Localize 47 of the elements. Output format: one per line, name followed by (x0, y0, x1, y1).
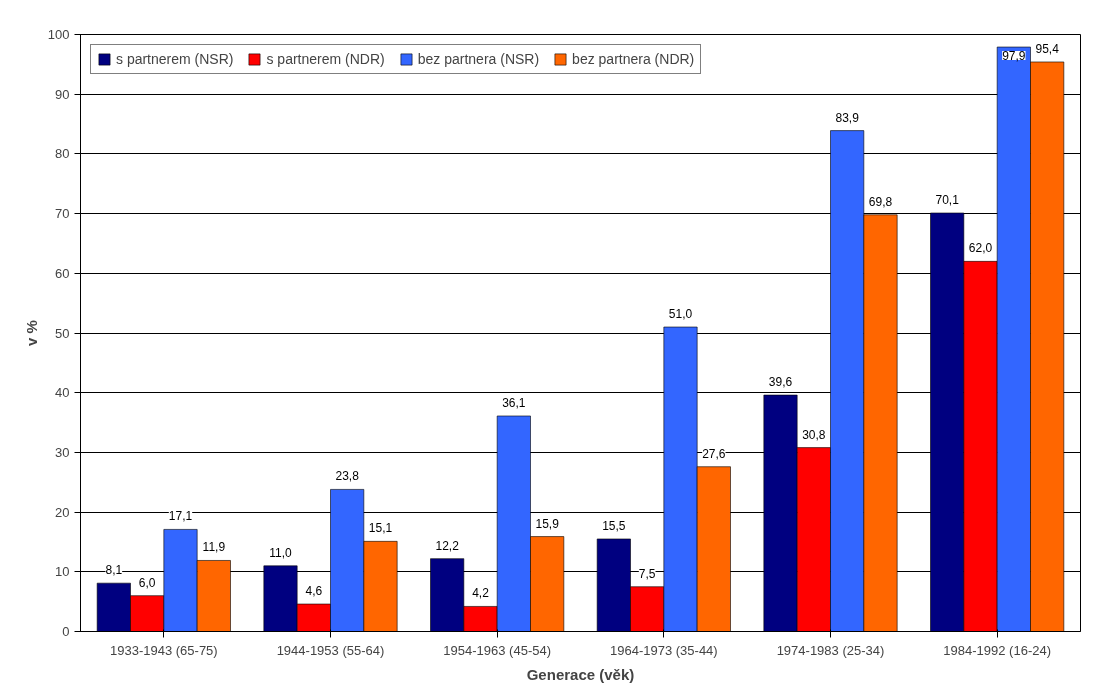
data-label: 17,1 (168, 509, 193, 524)
data-label: 23,8 (335, 469, 360, 484)
y-tick-label: 90 (55, 86, 70, 102)
data-label: 11,9 (202, 540, 226, 555)
data-label: 69,8 (868, 194, 893, 209)
y-tick-label: 70 (55, 206, 70, 222)
data-label: 27,6 (702, 446, 726, 461)
legend-label: s partnerem (NSR) (116, 51, 234, 67)
legend-label: s partnerem (NDR) (266, 51, 385, 67)
y-tick-label: 50 (55, 325, 70, 341)
x-axis-title: Generace (věk) (526, 665, 635, 683)
legend-label: bez partnera (NSR) (417, 51, 540, 67)
y-axis-title: v % (22, 320, 40, 346)
legend-label: bez partnera (NDR) (572, 51, 695, 67)
x-tick-label: 1984-1992 (16-24) (943, 642, 1052, 658)
x-tick-label: 1933-1943 (65-75) (109, 642, 218, 658)
data-label: 83,9 (835, 110, 860, 125)
x-tick-label: 1964-1973 (35-44) (609, 642, 718, 658)
data-label: 30,8 (802, 427, 826, 442)
y-tick-label: 100 (47, 27, 70, 42)
x-tick-label: 1944-1953 (55-64) (276, 642, 385, 658)
data-label: 15,5 (602, 518, 626, 533)
y-tick-label: 80 (55, 146, 70, 162)
data-label: 97,9 (1002, 49, 1026, 64)
x-tick-label: 1954-1963 (45-54) (443, 642, 552, 658)
data-label: 36,1 (502, 395, 526, 410)
data-label: 4,2 (472, 586, 490, 601)
data-label: 51,0 (668, 307, 693, 322)
y-tick-label: 0 (62, 624, 70, 639)
y-tick-label: 40 (55, 385, 70, 401)
data-label: 8,1 (105, 563, 123, 578)
y-tick-label: 10 (55, 564, 70, 580)
data-label: 70,1 (935, 193, 960, 207)
y-tick-label: 30 (55, 444, 70, 460)
data-label: 62,0 (968, 241, 993, 256)
data-label: 7,5 (638, 566, 656, 581)
data-label: 39,6 (768, 375, 793, 390)
y-tick-label: 20 (55, 504, 70, 520)
data-label: 6,0 (138, 575, 156, 590)
data-label: 12,2 (435, 538, 460, 553)
y-tick-label: 60 (55, 265, 70, 281)
x-tick-label: 1974-1983 (25-34) (776, 642, 885, 658)
data-label: 11,0 (269, 545, 293, 560)
data-label: 15,1 (368, 521, 393, 536)
data-label: 15,9 (535, 516, 560, 531)
data-label: 95,4 (1035, 41, 1060, 56)
data-label: 4,6 (305, 584, 323, 599)
